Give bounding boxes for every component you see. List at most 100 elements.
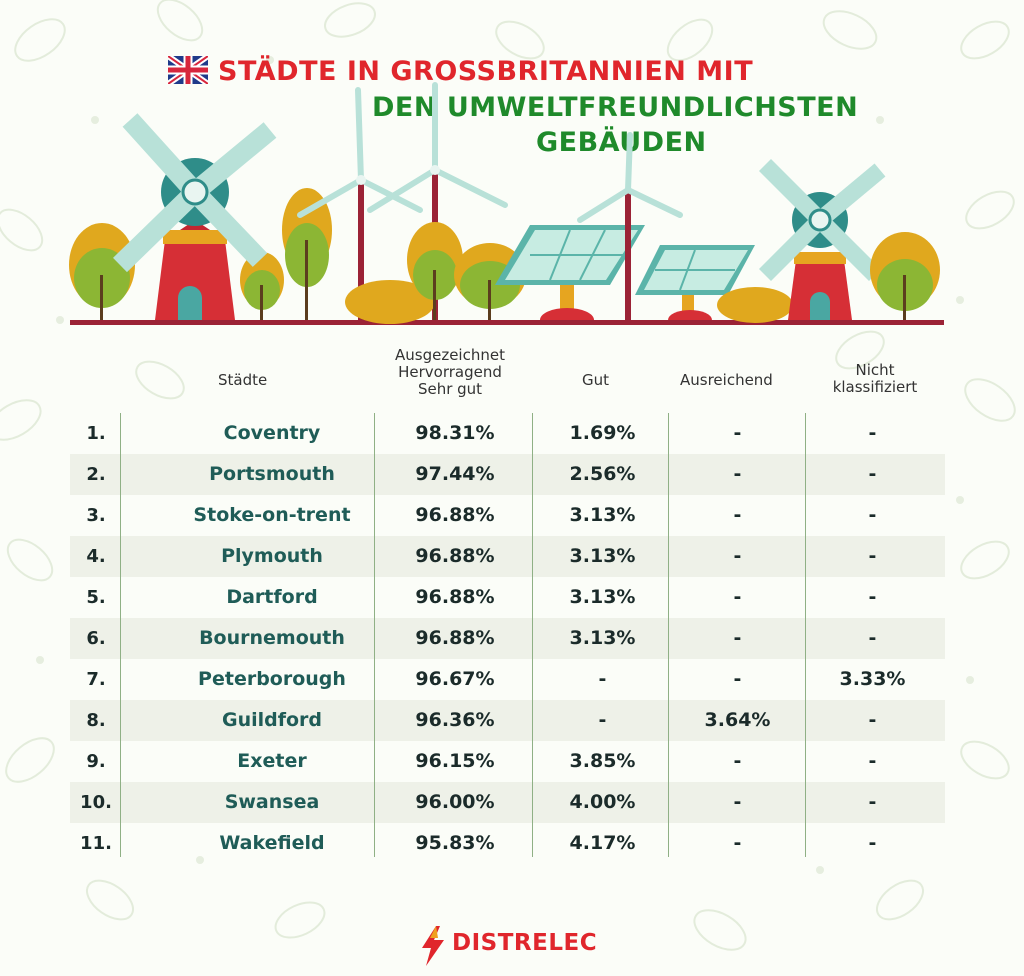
bush-icon <box>345 222 463 324</box>
header-unclassified: Nicht klassifiziert <box>805 362 945 396</box>
top-rating-cell: 96.00% <box>415 791 495 813</box>
sufficient-cell: - <box>733 586 742 608</box>
city-cell: Wakefield <box>219 832 325 854</box>
uk-flag-icon <box>168 56 208 84</box>
distrelec-logo-text: DISTRELEC <box>452 930 598 956</box>
rank-cell: 6. <box>86 628 106 649</box>
lightning-bolt-icon <box>422 926 444 966</box>
page-title-line-2: DEN UMWELTFREUNDLICHSTEN <box>372 92 859 123</box>
sufficient-cell: - <box>733 422 742 444</box>
header-unclassified-line-1: Nicht <box>855 361 895 379</box>
table-row: 7. Peterborough 96.67% - - 3.33% <box>70 659 945 700</box>
top-rating-cell: 96.88% <box>415 586 495 608</box>
city-cell: Dartford <box>226 586 318 608</box>
unclassified-cell: - <box>868 791 877 813</box>
table-row: 8. Guildford 96.36% - 3.64% - <box>70 700 945 741</box>
city-cell: Swansea <box>224 791 320 813</box>
top-rating-cell: 96.36% <box>415 709 495 731</box>
table-row: 2. Portsmouth 97.44% 2.56% - - <box>70 454 945 495</box>
windmill-icon <box>113 113 277 320</box>
table-row: 3. Stoke-on-trent 96.88% 3.13% - - <box>70 495 945 536</box>
top-rating-cell: 96.88% <box>415 545 495 567</box>
table-row: 9. Exeter 96.15% 3.85% - - <box>70 741 945 782</box>
header-sufficient: Ausreichend <box>680 371 773 389</box>
tree-icon <box>282 188 332 320</box>
good-cell: 3.13% <box>569 545 636 567</box>
rank-cell: 3. <box>86 505 106 526</box>
page-title-line-1: STÄDTE IN GROSSBRITANNIEN MIT <box>218 56 754 87</box>
rank-cell: 8. <box>86 710 106 731</box>
column-divider <box>668 413 669 857</box>
unclassified-cell: - <box>868 504 877 526</box>
header-city: Städte <box>218 371 268 389</box>
good-cell: 2.56% <box>569 463 636 485</box>
sufficient-cell: - <box>733 791 742 813</box>
column-divider <box>374 413 375 857</box>
rank-cell: 5. <box>86 587 106 608</box>
unclassified-cell: - <box>868 545 877 567</box>
rank-cell: 7. <box>86 669 106 690</box>
column-divider <box>120 413 121 857</box>
unclassified-cell: - <box>868 463 877 485</box>
unclassified-cell: - <box>868 750 877 772</box>
city-cell: Exeter <box>237 750 307 772</box>
unclassified-cell: - <box>868 627 877 649</box>
column-divider <box>532 413 533 857</box>
city-cell: Stoke-on-trent <box>193 504 351 526</box>
solar-panel-icon <box>635 245 755 320</box>
top-rating-cell: 96.67% <box>415 668 495 690</box>
good-cell: 3.13% <box>569 627 636 649</box>
rank-cell: 2. <box>86 464 106 485</box>
solar-panel-icon <box>495 225 645 320</box>
unclassified-cell: 3.33% <box>839 668 906 690</box>
city-cell: Plymouth <box>221 545 323 567</box>
city-cell: Guildford <box>221 709 323 731</box>
city-cell: Peterborough <box>198 668 346 690</box>
sufficient-cell: - <box>733 750 742 772</box>
tree-icon <box>69 223 135 320</box>
rank-cell: 4. <box>86 546 106 567</box>
good-cell: 3.13% <box>569 586 636 608</box>
good-cell: - <box>598 668 607 690</box>
sufficient-cell: - <box>733 668 742 690</box>
top-rating-cell: 96.15% <box>415 750 495 772</box>
table-row: 6. Bournemouth 96.88% 3.13% - - <box>70 618 945 659</box>
tree-icon <box>870 232 940 320</box>
column-divider <box>805 413 806 857</box>
windmill-icon <box>758 158 886 320</box>
good-cell: 3.13% <box>569 504 636 526</box>
good-cell: - <box>598 709 607 731</box>
rank-cell: 1. <box>86 423 106 444</box>
rank-cell: 10. <box>80 792 112 813</box>
table-row: 5. Dartford 96.88% 3.13% - - <box>70 577 945 618</box>
unclassified-cell: - <box>868 586 877 608</box>
eco-landscape-illustration <box>69 82 944 325</box>
table-row: 10. Swansea 96.00% 4.00% - - <box>70 782 945 823</box>
unclassified-cell: - <box>868 709 877 731</box>
city-cell: Portsmouth <box>209 463 335 485</box>
table-row: 11. Wakefield 95.83% 4.17% - - <box>70 823 945 864</box>
sufficient-cell: 3.64% <box>704 709 771 731</box>
table-row: 1. Coventry 98.31% 1.69% - - <box>70 413 945 454</box>
header-unclassified-line-2: klassifiziert <box>832 378 918 396</box>
header-top-line-1: Ausgezeichnet <box>395 346 505 364</box>
top-rating-cell: 95.83% <box>415 832 495 854</box>
unclassified-cell: - <box>868 832 877 854</box>
page-title-line-3: GEBÄUDEN <box>536 127 707 158</box>
header-top-rating: Ausgezeichnet Hervorragend Sehr gut <box>380 347 520 398</box>
header-top-line-3: Sehr gut <box>417 380 483 398</box>
sufficient-cell: - <box>733 545 742 567</box>
ground-line <box>70 320 944 325</box>
sufficient-cell: - <box>733 627 742 649</box>
rank-cell: 11. <box>80 833 112 854</box>
city-cell: Coventry <box>223 422 321 444</box>
good-cell: 3.85% <box>569 750 636 772</box>
bush-icon <box>717 287 793 323</box>
top-rating-cell: 98.31% <box>415 422 495 444</box>
sufficient-cell: - <box>733 463 742 485</box>
sufficient-cell: - <box>733 504 742 526</box>
ranking-table: 1. Coventry 98.31% 1.69% - - 2. Portsmouth 97.44… <box>70 413 945 864</box>
good-cell: 4.00% <box>569 791 636 813</box>
rank-cell: 9. <box>86 751 106 772</box>
